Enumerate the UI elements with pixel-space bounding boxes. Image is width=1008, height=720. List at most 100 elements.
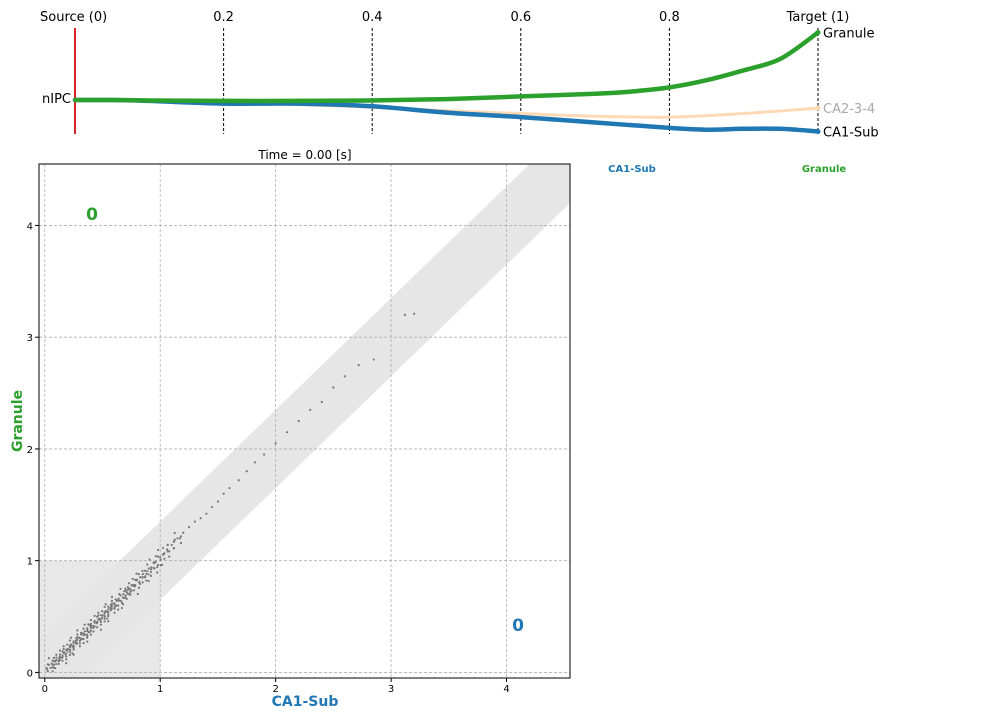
y-tick-label: 1 (27, 557, 33, 568)
scatter-point (103, 617, 106, 620)
scatter-point (69, 636, 73, 639)
scatter-point (117, 597, 120, 600)
scatter-point (144, 575, 147, 578)
scatter-point (173, 531, 176, 535)
scatter-point (47, 663, 51, 666)
scatter-point (245, 470, 248, 473)
scatter-point (119, 587, 122, 590)
scatter-point (205, 512, 208, 515)
scatter-point (222, 492, 225, 495)
scatter-point (66, 647, 69, 651)
scatter-point (172, 547, 175, 550)
scatter-point (110, 599, 114, 603)
scatter-point (61, 659, 64, 662)
scatter-point (99, 623, 102, 626)
scatter-point (121, 603, 125, 606)
scatter-point (126, 585, 129, 589)
scatter-point (117, 604, 120, 607)
count-bottom-right: 0 (512, 616, 524, 636)
scatter-point (122, 593, 125, 596)
scatter-point (168, 555, 171, 558)
scatter-point (127, 587, 131, 590)
scatter-point (101, 614, 104, 617)
scatter-point (104, 603, 107, 606)
scatter-point (199, 517, 202, 520)
scatter-point (166, 550, 169, 553)
scatter-point (173, 538, 176, 541)
scatter-point (72, 641, 75, 645)
scatter-point (332, 386, 335, 389)
scatter-frame (38, 163, 571, 679)
scatter-point (89, 619, 93, 622)
trajectory-end-label: CA1-Sub (823, 126, 879, 141)
x-tick-label: 2 (272, 684, 278, 695)
scatter-point (237, 479, 240, 482)
scatter-point (163, 557, 166, 560)
scatter-point (153, 567, 156, 570)
scatter-point (166, 543, 169, 547)
scatter-point (74, 640, 78, 643)
trajectory-end-point (815, 30, 821, 35)
scatter-point (156, 564, 159, 567)
scatter-point (149, 568, 153, 571)
scatter-point (124, 587, 127, 590)
scatter-point (103, 612, 106, 615)
scatter-point (286, 431, 289, 434)
scatter-point (96, 626, 99, 629)
scatter-point (103, 615, 106, 618)
y-tick-label: 3 (27, 333, 33, 344)
scatter-point (182, 531, 185, 534)
scatter-point (76, 638, 79, 641)
scatter-point (97, 611, 100, 614)
scatter-point (145, 579, 148, 582)
scatter-point (93, 621, 96, 624)
scatter-point (45, 666, 48, 670)
scatter-point (147, 579, 150, 583)
scatter-point (141, 581, 144, 584)
scatter-point (135, 572, 138, 575)
scatter-point (99, 614, 102, 617)
scatter-point (72, 640, 75, 643)
scatter-point (93, 625, 96, 628)
scatter-point (86, 628, 89, 632)
scatter-point (89, 629, 93, 632)
scatter-point (139, 576, 142, 579)
scatter-point (55, 653, 58, 656)
scatter-point (69, 648, 72, 652)
scatter-point (97, 614, 100, 617)
scatter-point (120, 601, 123, 604)
scatter-point (100, 610, 104, 613)
scatter-point (156, 566, 159, 569)
scatter-point (112, 603, 116, 606)
x-axis-label: CA1-Sub (272, 694, 339, 710)
scatter-point (107, 613, 110, 616)
scatter-point (58, 649, 62, 652)
scatter-point (146, 563, 149, 566)
scatter-point (114, 604, 117, 608)
scatter-point (110, 595, 114, 598)
scatter-point (119, 594, 122, 597)
scatter-point (166, 548, 169, 551)
scatter-point (57, 662, 60, 666)
scatter-point (107, 608, 110, 611)
granule-mini-label: Granule (802, 164, 847, 175)
scatter-point (123, 596, 126, 600)
scatter-point (86, 636, 89, 639)
x-tick-label: 3 (388, 684, 394, 695)
scatter-point (65, 658, 68, 661)
scatter-point (154, 555, 157, 558)
scatter-point (100, 616, 104, 619)
scatter-point (82, 638, 85, 641)
scatter-point (97, 618, 100, 621)
scatter-point (343, 375, 347, 378)
scatter-point (110, 607, 113, 610)
scatter-point (61, 650, 64, 653)
scatter-point (103, 605, 106, 609)
scatter-point (86, 633, 89, 636)
scatter-point (62, 651, 65, 655)
scatter-point (93, 614, 96, 617)
scatter-point (159, 556, 162, 559)
scatter-grid (39, 164, 570, 678)
